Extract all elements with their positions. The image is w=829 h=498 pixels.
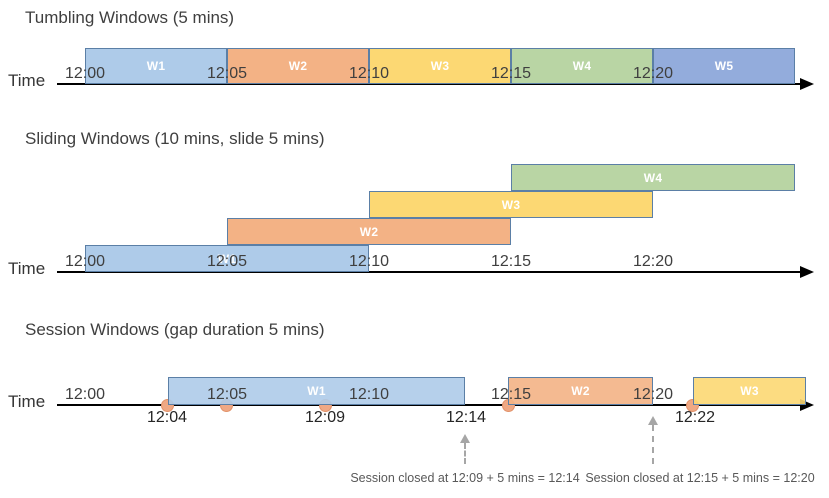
session-time-axis xyxy=(57,404,802,406)
axis-tick-label: 12:15 xyxy=(490,253,532,270)
axis-tick-label: 12:00 xyxy=(64,253,106,270)
axis-tick-label: 12:15 xyxy=(490,65,532,82)
window-label: W5 xyxy=(714,59,734,73)
window-label: W3 xyxy=(430,59,450,73)
sliding-window-w4: W4 xyxy=(511,164,795,191)
axis-tick-label: 12:05 xyxy=(206,386,248,403)
window-label: W3 xyxy=(501,197,521,212)
sliding-axis-arrowhead-icon xyxy=(800,266,814,278)
session-section-title: Session Windows (gap duration 5 mins) xyxy=(25,320,325,339)
window-label: W1 xyxy=(307,384,326,398)
tumbling-time-axis xyxy=(57,83,802,85)
sliding-window-w2: W2 xyxy=(227,218,511,245)
event-time-label: 12:04 xyxy=(146,409,188,426)
axis-tick-label: 12:10 xyxy=(348,65,390,82)
sliding-time-axis xyxy=(57,271,802,273)
window-label: W2 xyxy=(571,384,590,398)
axis-tick-label: 12:20 xyxy=(632,65,674,82)
window-label: W4 xyxy=(643,170,663,185)
axis-tick-label: 12:10 xyxy=(348,253,390,270)
sliding-section-title: Sliding Windows (10 mins, slide 5 mins) xyxy=(25,129,325,148)
axis-tick-label: 12:00 xyxy=(64,65,106,82)
tumbling-window-w1: W1 xyxy=(85,48,227,84)
sliding-time-axis-label: Time xyxy=(8,259,46,278)
sliding-window-w1: W1 xyxy=(85,245,369,272)
window-label: W2 xyxy=(288,59,308,73)
tumbling-section-title: Tumbling Windows (5 mins) xyxy=(25,8,235,27)
axis-tick-label: 12:05 xyxy=(206,253,248,270)
event-time-label: 12:09 xyxy=(304,409,346,426)
axis-tick-label: 12:05 xyxy=(206,65,248,82)
session-time-axis-label: Time xyxy=(8,392,46,411)
axis-tick-label: 12:20 xyxy=(632,386,674,403)
tumbling-time-axis-label: Time xyxy=(8,71,46,90)
session-closed-arrow-icon xyxy=(460,434,470,443)
axis-tick-label: 12:15 xyxy=(490,386,532,403)
session-window-w2: W2 xyxy=(508,377,653,405)
tumbling-window-w2: W2 xyxy=(227,48,369,84)
session-closed-arrow-line xyxy=(464,443,466,464)
window-label: W3 xyxy=(740,384,759,398)
tumbling-window-w5: W5 xyxy=(653,48,795,84)
tumbling-window-w3: W3 xyxy=(369,48,511,84)
event-time-label: 12:14 xyxy=(445,409,487,426)
axis-tick-label: 12:20 xyxy=(632,253,674,270)
session-closed-annotation: Session closed at 12:15 + 5 mins = 12:20 xyxy=(585,471,815,485)
session-closed-annotation: Session closed at 12:09 + 5 mins = 12:14 xyxy=(350,471,580,485)
axis-tick-label: 12:10 xyxy=(348,386,390,403)
session-window-w1: W1 xyxy=(168,377,465,405)
sliding-window-w3: W3 xyxy=(369,191,653,218)
window-label: W2 xyxy=(359,224,379,239)
window-label: W1 xyxy=(217,251,237,266)
session-closed-arrow-line xyxy=(652,425,654,464)
session-window-w3: W3 xyxy=(693,377,806,405)
session-closed-arrow-icon xyxy=(648,416,658,425)
tumbling-axis-arrowhead-icon xyxy=(800,78,814,90)
axis-tick-label: 12:00 xyxy=(64,386,106,403)
window-label: W4 xyxy=(572,59,592,73)
window-label: W1 xyxy=(146,59,166,73)
tumbling-window-w4: W4 xyxy=(511,48,653,84)
event-time-label: 12:22 xyxy=(674,409,716,426)
